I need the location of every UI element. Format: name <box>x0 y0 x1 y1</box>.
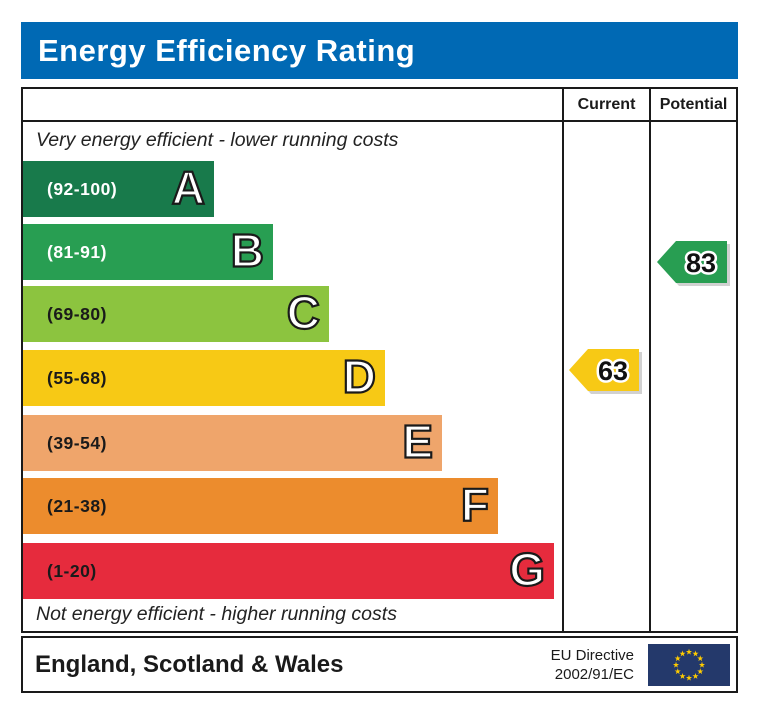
potential-rating-value: 83 <box>686 248 716 278</box>
band-letter-f: F <box>460 478 490 531</box>
eu-directive-line1: EU Directive <box>550 646 634 664</box>
rating-table: Current Potential Very energy efficient … <box>21 87 738 633</box>
footer: England, Scotland & Wales EU Directive 2… <box>21 636 738 693</box>
band-row-g: (1-20) G <box>23 543 554 599</box>
current-rating-value: 63 <box>598 356 628 386</box>
column-divider-current <box>562 89 564 631</box>
column-header-current: Current <box>577 95 636 113</box>
band-row-d: (55-68) D <box>23 350 385 406</box>
band-range-d: (55-68) <box>47 367 107 388</box>
title-bar: Energy Efficiency Rating <box>21 22 738 79</box>
band-row-e: (39-54) E <box>23 415 442 471</box>
bottom-scale-label: Not energy efficient - higher running co… <box>36 603 397 625</box>
band-row-f: (21-38) F <box>23 478 498 534</box>
current-arrow-icon: 63 <box>569 349 642 394</box>
top-scale-label: Very energy efficient - lower running co… <box>36 129 399 151</box>
current-rating-arrow: 63 <box>569 349 643 395</box>
band-range-f: (21-38) <box>47 495 107 516</box>
band-row-a: (92-100) A <box>23 161 214 217</box>
band-letter-g: G <box>508 543 546 596</box>
band-letter-b: B <box>230 224 265 277</box>
band-range-b: (81-91) <box>47 241 107 262</box>
region-label: England, Scotland & Wales <box>35 650 344 678</box>
eu-flag-icon <box>648 643 730 686</box>
band-range-e: (39-54) <box>47 432 107 453</box>
potential-arrow-icon: 83 <box>657 241 730 286</box>
header-divider <box>23 120 736 122</box>
band-letter-c: C <box>286 286 321 339</box>
band-letter-e: E <box>401 415 434 468</box>
column-header-potential: Potential <box>659 95 728 113</box>
band-letter-d: D <box>342 350 377 403</box>
band-range-a: (92-100) <box>47 178 118 199</box>
band-row-b: (81-91) B <box>23 224 273 280</box>
band-range-g: (1-20) <box>47 560 97 581</box>
band-letter-a: A <box>171 161 206 214</box>
band-range-c: (69-80) <box>47 303 107 324</box>
page-title: Energy Efficiency Rating <box>38 32 416 68</box>
band-row-c: (69-80) C <box>23 286 329 342</box>
column-divider-potential <box>649 89 651 631</box>
eu-directive-label: EU Directive 2002/91/EC <box>551 646 634 684</box>
eu-directive-line2: 2002/91/EC <box>554 665 634 683</box>
potential-rating-arrow: 83 <box>657 241 731 287</box>
